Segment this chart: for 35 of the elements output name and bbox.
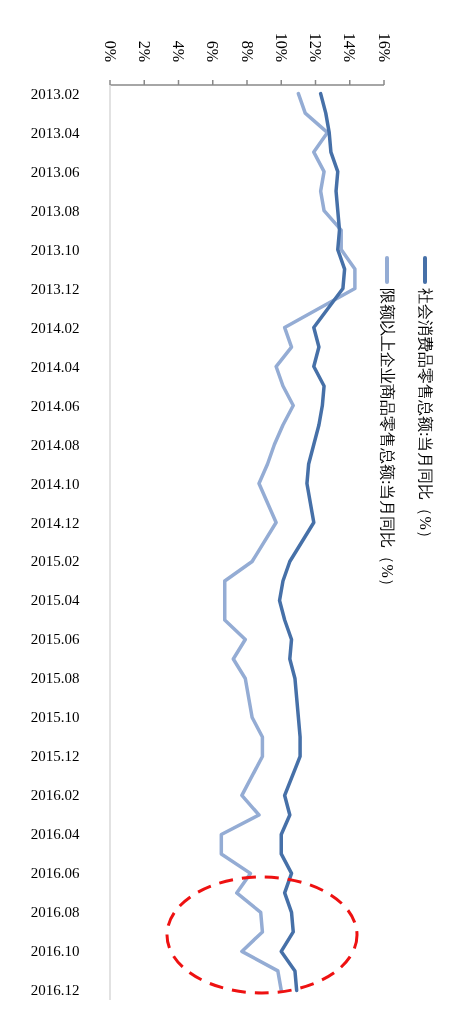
y-tick-label: 2013.12 <box>30 280 80 297</box>
legend-label: 社会消费品零售总额:当月同比（%） <box>416 288 434 546</box>
y-tick-label: 2015.04 <box>30 592 80 609</box>
x-tick-label: 6% <box>204 40 222 62</box>
y-tick-label: 2015.08 <box>30 670 80 687</box>
x-tick-label: 14% <box>341 32 359 62</box>
x-tick-label: 2% <box>135 40 153 62</box>
y-tick-label: 2013.10 <box>30 241 80 258</box>
y-tick-label: 2014.04 <box>30 358 80 375</box>
x-tick-label: 8% <box>238 40 256 62</box>
y-tick-label: 2013.02 <box>30 85 80 102</box>
y-tick-label: 2016.06 <box>30 865 80 882</box>
y-tick-label: 2014.06 <box>30 397 80 414</box>
y-tick-label: 2016.10 <box>30 943 80 960</box>
y-tick-label: 2014.12 <box>30 514 80 531</box>
x-tick-label: 4% <box>170 40 187 62</box>
y-tick-label: 2015.12 <box>30 748 80 765</box>
x-tick-label: 16% <box>375 32 393 62</box>
y-tick-label: 2016.08 <box>30 904 80 921</box>
x-tick-label: 12% <box>307 32 324 62</box>
y-tick-label: 2014.10 <box>30 475 80 492</box>
y-tick-label: 2014.02 <box>30 319 80 336</box>
y-tick-label: 2013.06 <box>30 163 80 180</box>
y-tick-label: 2013.08 <box>30 202 80 219</box>
y-tick-label: 2015.06 <box>30 631 80 648</box>
y-tick-label: 2013.04 <box>30 124 80 141</box>
y-tick-label: 2015.10 <box>30 709 80 726</box>
y-tick-label: 2016.04 <box>30 826 80 843</box>
x-tick-label: 10% <box>272 32 290 62</box>
y-tick-label: 2014.08 <box>30 436 80 453</box>
x-tick-label: 0% <box>101 40 119 62</box>
y-tick-label: 2016.12 <box>30 982 80 999</box>
y-tick-label: 2015.02 <box>30 553 80 570</box>
y-tick-label: 2016.02 <box>30 787 80 804</box>
legend-label: 限额以上企业商品零售总额:当月同比（%） <box>378 288 396 594</box>
